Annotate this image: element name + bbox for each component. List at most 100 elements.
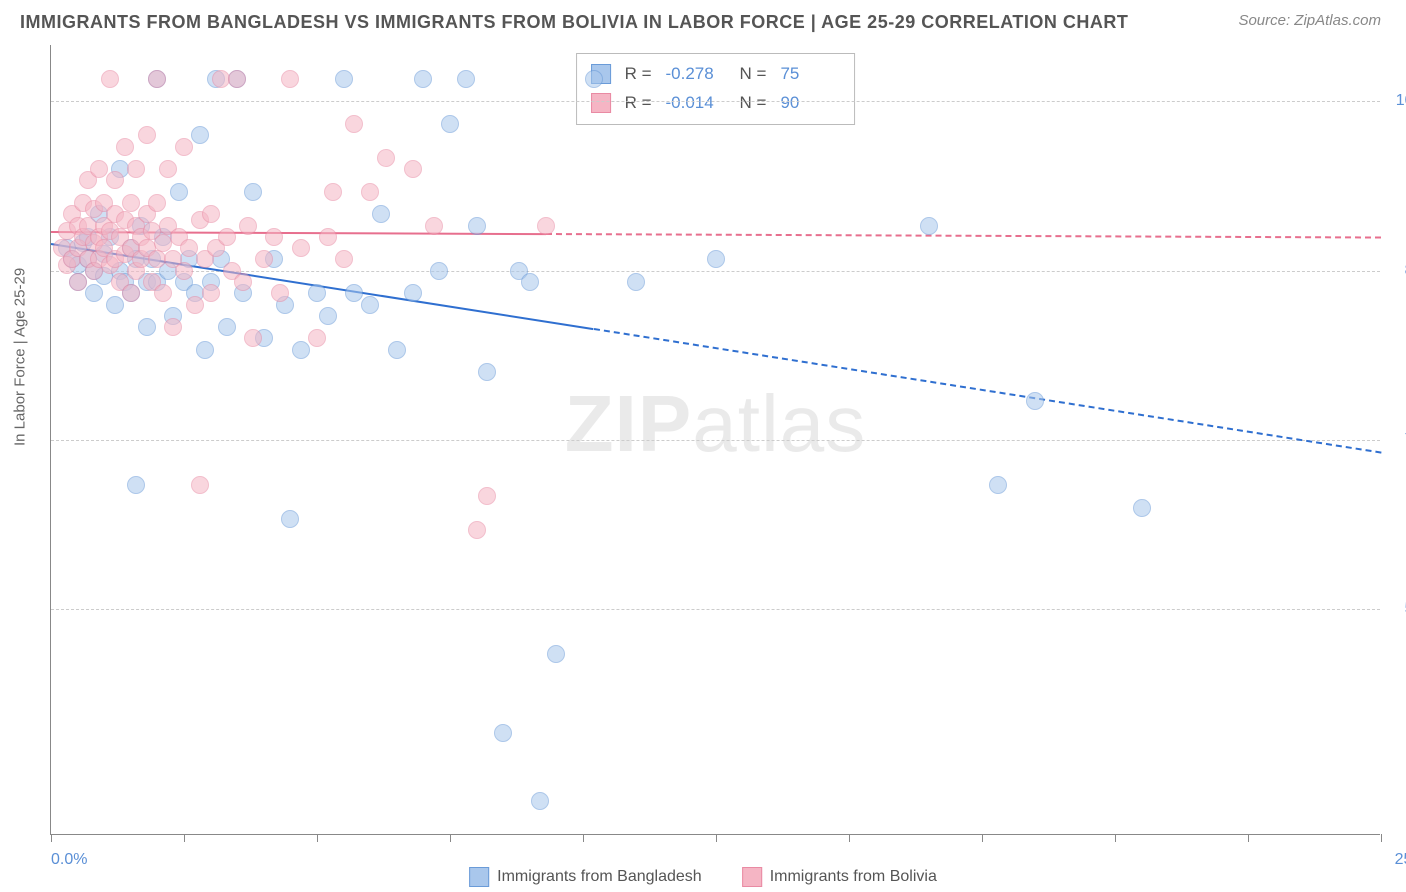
- data-point-series2: [228, 70, 246, 88]
- data-point-series2: [191, 476, 209, 494]
- r-label-2: R =: [625, 89, 652, 118]
- data-point-series2: [468, 521, 486, 539]
- data-point-series1: [345, 284, 363, 302]
- data-point-series2: [425, 217, 443, 235]
- legend-label-series2: Immigrants from Bolivia: [770, 868, 937, 886]
- data-point-series1: [388, 341, 406, 359]
- data-point-series2: [186, 296, 204, 314]
- n-value-1: 75: [780, 60, 840, 89]
- data-point-series1: [404, 284, 422, 302]
- x-axis-end-label: 25.0%: [1395, 851, 1406, 869]
- data-point-series2: [234, 273, 252, 291]
- data-point-series2: [308, 329, 326, 347]
- watermark: ZIPatlas: [565, 378, 866, 470]
- data-point-series1: [430, 262, 448, 280]
- data-point-series2: [345, 115, 363, 133]
- x-tick: [849, 834, 850, 842]
- data-point-series2: [148, 70, 166, 88]
- data-point-series2: [127, 160, 145, 178]
- stats-row-series2: R = -0.014 N = 90: [591, 89, 841, 118]
- data-point-series1: [244, 183, 262, 201]
- swatch-series2: [591, 93, 611, 113]
- trend-line-series2: [546, 233, 1381, 239]
- data-point-series2: [116, 138, 134, 156]
- data-point-series1: [627, 273, 645, 291]
- x-tick: [1381, 834, 1382, 842]
- data-point-series2: [122, 194, 140, 212]
- data-point-series2: [202, 284, 220, 302]
- data-point-series2: [154, 284, 172, 302]
- data-point-series2: [244, 329, 262, 347]
- data-point-series1: [531, 792, 549, 810]
- data-point-series1: [218, 318, 236, 336]
- x-tick: [1115, 834, 1116, 842]
- data-point-series1: [106, 296, 124, 314]
- data-point-series1: [547, 645, 565, 663]
- data-point-series2: [175, 138, 193, 156]
- data-point-series1: [85, 284, 103, 302]
- trend-line-series1: [593, 328, 1381, 454]
- data-point-series2: [175, 262, 193, 280]
- data-point-series1: [585, 70, 603, 88]
- data-point-series2: [335, 250, 353, 268]
- data-point-series2: [138, 126, 156, 144]
- data-point-series1: [308, 284, 326, 302]
- y-axis-label: In Labor Force | Age 25-29: [12, 268, 29, 446]
- data-point-series2: [122, 284, 140, 302]
- legend-swatch-series1: [469, 867, 489, 887]
- x-tick: [583, 834, 584, 842]
- legend-label-series1: Immigrants from Bangladesh: [497, 868, 702, 886]
- x-tick: [716, 834, 717, 842]
- data-point-series2: [478, 487, 496, 505]
- gridline-h: [51, 101, 1380, 102]
- chart-title: IMMIGRANTS FROM BANGLADESH VS IMMIGRANTS…: [20, 12, 1128, 33]
- x-tick: [184, 834, 185, 842]
- data-point-series2: [69, 273, 87, 291]
- legend-item-series2: Immigrants from Bolivia: [742, 867, 937, 887]
- data-point-series1: [707, 250, 725, 268]
- n-label-1: N =: [740, 60, 767, 89]
- source-attribution: Source: ZipAtlas.com: [1238, 12, 1381, 29]
- data-point-series1: [335, 70, 353, 88]
- r-value-1: -0.278: [666, 60, 726, 89]
- data-point-series2: [101, 70, 119, 88]
- r-label-1: R =: [625, 60, 652, 89]
- data-point-series1: [361, 296, 379, 314]
- bottom-legend: Immigrants from Bangladesh Immigrants fr…: [469, 867, 937, 887]
- data-point-series2: [90, 160, 108, 178]
- data-point-series2: [271, 284, 289, 302]
- data-point-series1: [196, 341, 214, 359]
- data-point-series1: [292, 341, 310, 359]
- data-point-series2: [292, 239, 310, 257]
- data-point-series1: [138, 318, 156, 336]
- data-point-series1: [414, 70, 432, 88]
- stats-legend-box: R = -0.278 N = 75 R = -0.014 N = 90: [576, 53, 856, 125]
- data-point-series1: [920, 217, 938, 235]
- stats-row-series1: R = -0.278 N = 75: [591, 60, 841, 89]
- data-point-series1: [1133, 499, 1151, 517]
- data-point-series1: [1026, 392, 1044, 410]
- x-tick: [1248, 834, 1249, 842]
- r-value-2: -0.014: [666, 89, 726, 118]
- x-tick: [51, 834, 52, 842]
- data-point-series1: [494, 724, 512, 742]
- legend-swatch-series2: [742, 867, 762, 887]
- gridline-h: [51, 440, 1380, 441]
- data-point-series1: [127, 476, 145, 494]
- data-point-series2: [180, 239, 198, 257]
- data-point-series1: [281, 510, 299, 528]
- data-point-series1: [170, 183, 188, 201]
- data-point-series2: [148, 194, 166, 212]
- x-tick: [317, 834, 318, 842]
- n-label-2: N =: [740, 89, 767, 118]
- x-tick: [982, 834, 983, 842]
- data-point-series1: [441, 115, 459, 133]
- data-point-series1: [521, 273, 539, 291]
- data-point-series1: [468, 217, 486, 235]
- plot-area: ZIPatlas R = -0.278 N = 75 R = -0.014 N …: [50, 45, 1380, 835]
- data-point-series2: [361, 183, 379, 201]
- data-point-series1: [319, 307, 337, 325]
- data-point-series2: [164, 318, 182, 336]
- data-point-series2: [159, 160, 177, 178]
- data-point-series2: [265, 228, 283, 246]
